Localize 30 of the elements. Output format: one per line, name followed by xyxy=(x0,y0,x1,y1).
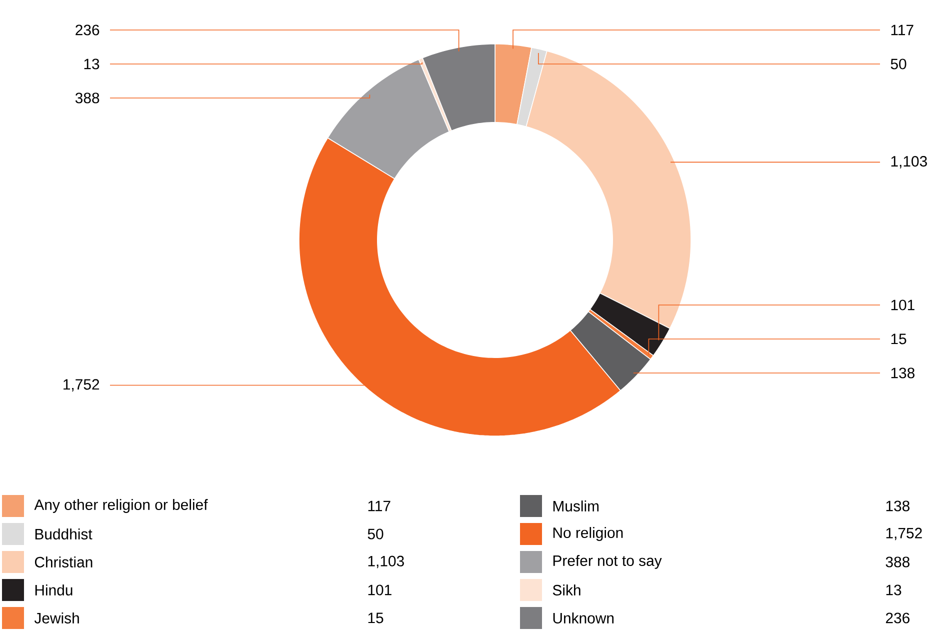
legend-label: Christian xyxy=(34,556,92,568)
data-label: 101 xyxy=(891,300,914,310)
data-label: 1,752 xyxy=(64,379,100,392)
data-label: 388 xyxy=(75,92,100,104)
legend-label: Sikh xyxy=(552,584,580,596)
text: 15 xyxy=(368,612,384,624)
legend-label: Any other religion or belief xyxy=(34,499,208,513)
legend-label: Muslim xyxy=(553,500,599,512)
text: 117 xyxy=(368,500,390,512)
legend-label: Jewish xyxy=(34,612,79,624)
data-label: 1,103 xyxy=(891,156,927,168)
data-label: 236 xyxy=(76,24,100,36)
legend-label: No religion xyxy=(553,527,623,541)
text: 1,752 xyxy=(886,528,922,540)
legend-label: Unknown xyxy=(553,612,614,624)
text: 101 xyxy=(368,584,392,596)
data-label: 13 xyxy=(84,58,100,70)
data-label: 138 xyxy=(891,368,914,378)
data-label: 117 xyxy=(891,24,914,36)
data-label: 50 xyxy=(890,58,906,70)
legend-label: Hindu xyxy=(35,584,72,596)
legend-label: Prefer not to say xyxy=(553,555,662,569)
data-label: 15 xyxy=(891,334,906,344)
text: 236 xyxy=(886,612,910,624)
text: 13 xyxy=(886,584,902,596)
text: 138 xyxy=(886,500,910,512)
text: 1,103 xyxy=(368,556,404,568)
text: 388 xyxy=(886,556,910,568)
text: 50 xyxy=(368,528,384,540)
legend-label: Buddhist xyxy=(35,528,92,540)
